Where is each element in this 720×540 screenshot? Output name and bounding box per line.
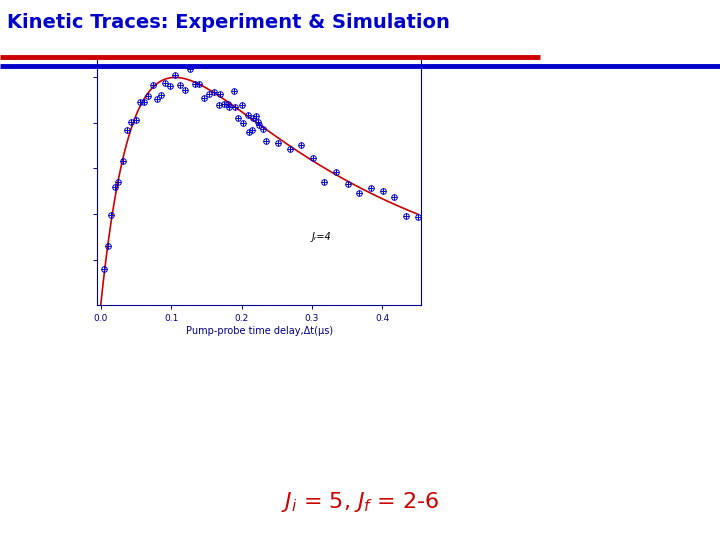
Text: Jᵣ=4: Jᵣ=4 [312, 232, 332, 242]
Text: $\mathit{J_i}$ = 5, $\mathit{J_f}$ = 2-6: $\mathit{J_i}$ = 5, $\mathit{J_f}$ = 2-6 [281, 490, 439, 514]
X-axis label: Pump-probe time delay,Δt(μs): Pump-probe time delay,Δt(μs) [186, 326, 333, 336]
Text: Kinetic Traces: Experiment & Simulation: Kinetic Traces: Experiment & Simulation [7, 14, 450, 32]
